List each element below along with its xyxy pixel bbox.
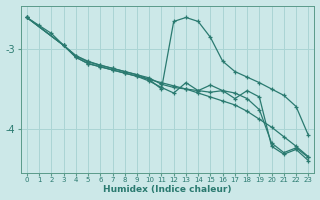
X-axis label: Humidex (Indice chaleur): Humidex (Indice chaleur) (103, 185, 232, 194)
